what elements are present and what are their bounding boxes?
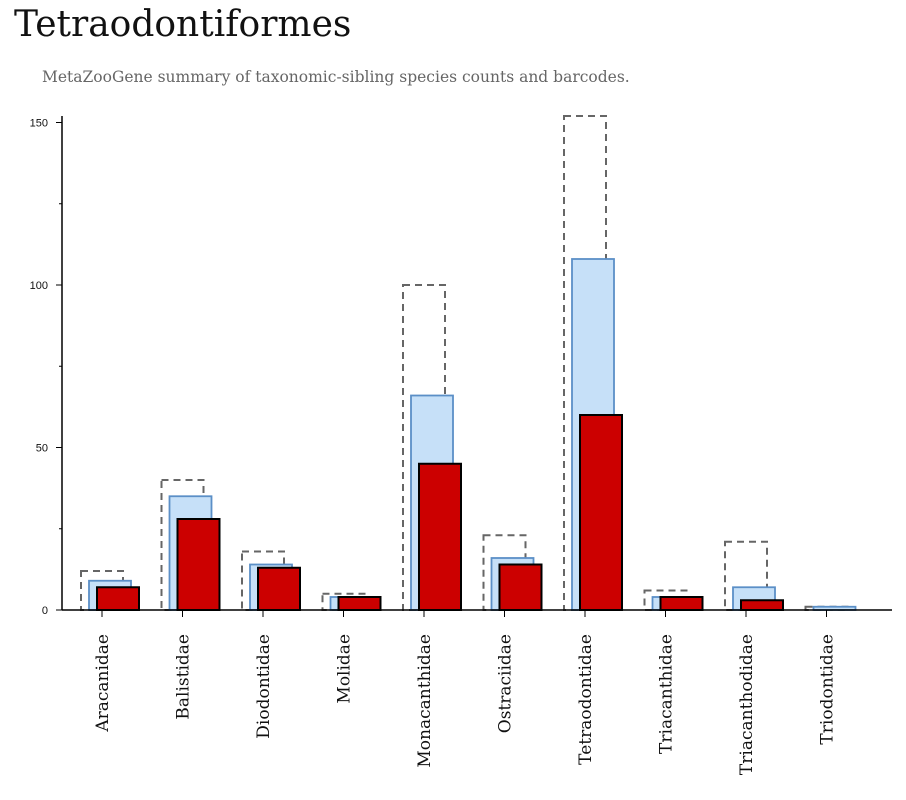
y-tick-label: 150: [30, 118, 48, 130]
category-label-triacanthodidae: Triacanthodidae: [737, 634, 757, 775]
bar-series-3-tetraodontidae: [579, 414, 623, 611]
category-label-triodontidae: Triodontidae: [818, 634, 838, 745]
bar-series-3-diodontidae: [257, 566, 301, 611]
y-tick-label: 0: [42, 605, 48, 617]
bar-series-3-molidae: [337, 596, 382, 611]
y-tick-label: 100: [30, 280, 48, 292]
category-label-triacanthidae: Triacanthidae: [657, 634, 677, 754]
chart-subtitle: MetaZooGene summary of taxonomic-sibling…: [42, 68, 630, 86]
bar-series-3-ostraciidae: [498, 563, 543, 611]
bar-series-3-balistidae: [176, 518, 221, 611]
category-label-tetraodontidae: Tetraodontidae: [576, 634, 596, 765]
axes-layer: 0 50 100 150: [30, 116, 892, 617]
bar-series-1-triacanthodidae: [724, 540, 768, 611]
y-tick-label: 50: [36, 443, 48, 455]
bar-series-3-triacanthidae: [659, 596, 704, 611]
bars-layer: [80, 115, 857, 611]
bar-series-3-monacanthidae: [418, 462, 462, 611]
category-label-balistidae: Balistidae: [174, 634, 194, 720]
chart-title: Tetraodontiformes: [14, 4, 352, 45]
category-label-monacanthidae: Monacanthidae: [415, 634, 435, 768]
category-label-diodontidae: Diodontidae: [254, 634, 274, 739]
category-label-molidae: Molidae: [335, 634, 355, 704]
category-labels: Aracanidae Balistidae Diodontidae Molidae Mo…: [93, 634, 838, 775]
bar-series-3-triacanthodidae: [740, 599, 784, 611]
category-label-aracanidae: Aracanidae: [93, 634, 113, 733]
category-label-ostraciidae: Ostraciidae: [496, 634, 516, 733]
bar-series-3-aracanidae: [96, 586, 140, 611]
